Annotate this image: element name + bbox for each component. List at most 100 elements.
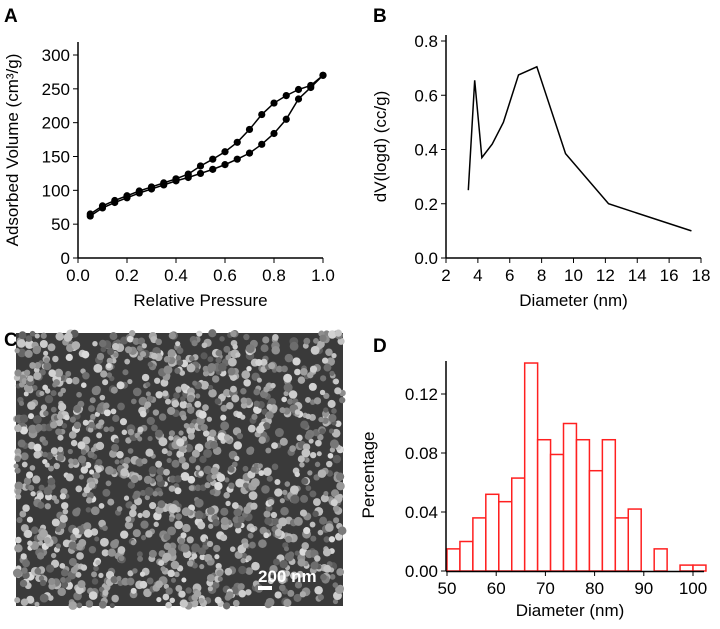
sem-particle bbox=[284, 353, 294, 363]
sem-particle bbox=[168, 331, 177, 340]
x-tick-label: 1.0 bbox=[311, 266, 335, 285]
sem-particle bbox=[273, 558, 280, 566]
sem-particle bbox=[76, 391, 82, 398]
sem-particle bbox=[263, 532, 270, 539]
sem-particle bbox=[36, 552, 45, 560]
sem-particle bbox=[155, 391, 163, 399]
sem-particle bbox=[51, 518, 60, 527]
sem-particle bbox=[182, 523, 191, 533]
sem-particle bbox=[203, 465, 213, 475]
sem-particle bbox=[265, 411, 274, 420]
sem-particle bbox=[137, 555, 144, 562]
sem-particle bbox=[57, 587, 66, 597]
sem-particle bbox=[57, 402, 67, 412]
sem-particle bbox=[99, 339, 107, 348]
sem-particle bbox=[261, 485, 270, 494]
sem-particle bbox=[127, 570, 134, 577]
x-axis-title: Diameter (nm) bbox=[516, 601, 625, 620]
sem-particle bbox=[39, 390, 45, 396]
sem-particle bbox=[294, 471, 300, 478]
sem-particle bbox=[83, 528, 93, 538]
sem-particle bbox=[40, 404, 48, 411]
sem-particle bbox=[309, 365, 318, 373]
sem-particle bbox=[42, 439, 49, 446]
sem-particle bbox=[260, 344, 269, 353]
sem-particle bbox=[178, 430, 184, 436]
sem-particle bbox=[251, 413, 258, 420]
data-point-adsorption bbox=[282, 115, 290, 123]
sem-particle bbox=[229, 373, 238, 381]
sem-particle bbox=[98, 419, 105, 426]
sem-particle bbox=[301, 448, 311, 458]
data-point-desorption bbox=[184, 170, 192, 178]
x-tick-label: 60 bbox=[487, 579, 506, 598]
sem-particle bbox=[215, 349, 223, 357]
sem-particle bbox=[14, 369, 22, 377]
sem-particle bbox=[305, 396, 311, 403]
sem-particle bbox=[326, 357, 336, 366]
sem-particle bbox=[240, 397, 248, 404]
sem-particle bbox=[48, 465, 54, 472]
sem-particle bbox=[98, 586, 105, 593]
data-point-desorption bbox=[270, 99, 278, 107]
sem-particle bbox=[44, 503, 51, 510]
sem-particle bbox=[165, 587, 173, 595]
sem-particle bbox=[21, 567, 28, 574]
sem-particle bbox=[333, 517, 340, 524]
x-tick-label: 10 bbox=[564, 266, 583, 285]
data-point-adsorption bbox=[258, 140, 266, 148]
sem-particle bbox=[315, 439, 322, 447]
sem-particle bbox=[118, 555, 125, 562]
sem-particle bbox=[68, 462, 74, 469]
sem-particle bbox=[194, 590, 202, 598]
sem-particle bbox=[14, 424, 22, 433]
sem-particle bbox=[194, 367, 200, 373]
sem-particle bbox=[174, 487, 182, 495]
sem-particle bbox=[55, 418, 64, 427]
sem-particle bbox=[211, 375, 220, 383]
y-tick-label: 0.4 bbox=[414, 141, 438, 160]
x-tick-label: 2 bbox=[441, 266, 450, 285]
series-line bbox=[467, 65, 692, 232]
sem-particle bbox=[334, 387, 342, 395]
x-tick-label: 14 bbox=[628, 266, 647, 285]
sem-particle bbox=[14, 467, 21, 474]
sem-particle bbox=[85, 497, 93, 504]
histogram-bar bbox=[485, 493, 500, 572]
sem-particle bbox=[228, 482, 235, 489]
sem-particle bbox=[34, 423, 43, 432]
sem-particle bbox=[119, 418, 128, 426]
sem-particle bbox=[271, 442, 278, 450]
sem-particle bbox=[98, 572, 104, 578]
sem-particle bbox=[317, 594, 325, 601]
sem-particle bbox=[150, 352, 158, 360]
sem-particle bbox=[305, 413, 312, 420]
x-tick-label: 18 bbox=[692, 266, 711, 285]
sem-particle bbox=[335, 532, 343, 541]
sem-particle bbox=[332, 505, 340, 512]
sem-particle bbox=[123, 457, 131, 464]
sem-particle bbox=[36, 492, 44, 500]
sem-particle bbox=[220, 534, 228, 542]
sem-particle bbox=[323, 407, 329, 413]
sem-particle bbox=[185, 587, 192, 594]
sem-particle bbox=[174, 367, 181, 374]
sem-particle bbox=[174, 520, 184, 530]
sem-particle bbox=[308, 438, 314, 444]
sem-particle bbox=[80, 449, 87, 456]
sem-particle bbox=[33, 450, 42, 459]
sem-particle bbox=[263, 422, 271, 430]
sem-particle bbox=[290, 494, 300, 504]
sem-particle bbox=[48, 577, 56, 586]
sem-particle bbox=[52, 355, 59, 363]
sem-particle bbox=[332, 582, 339, 588]
sem-particle bbox=[299, 509, 308, 517]
sem-particle bbox=[178, 456, 186, 464]
sem-particle bbox=[103, 402, 110, 409]
sem-particle bbox=[110, 576, 118, 584]
sem-particle bbox=[245, 567, 254, 575]
sem-particle bbox=[328, 536, 336, 543]
sem-particle bbox=[305, 485, 312, 492]
sem-particle bbox=[14, 544, 23, 553]
sem-particle bbox=[186, 394, 195, 403]
